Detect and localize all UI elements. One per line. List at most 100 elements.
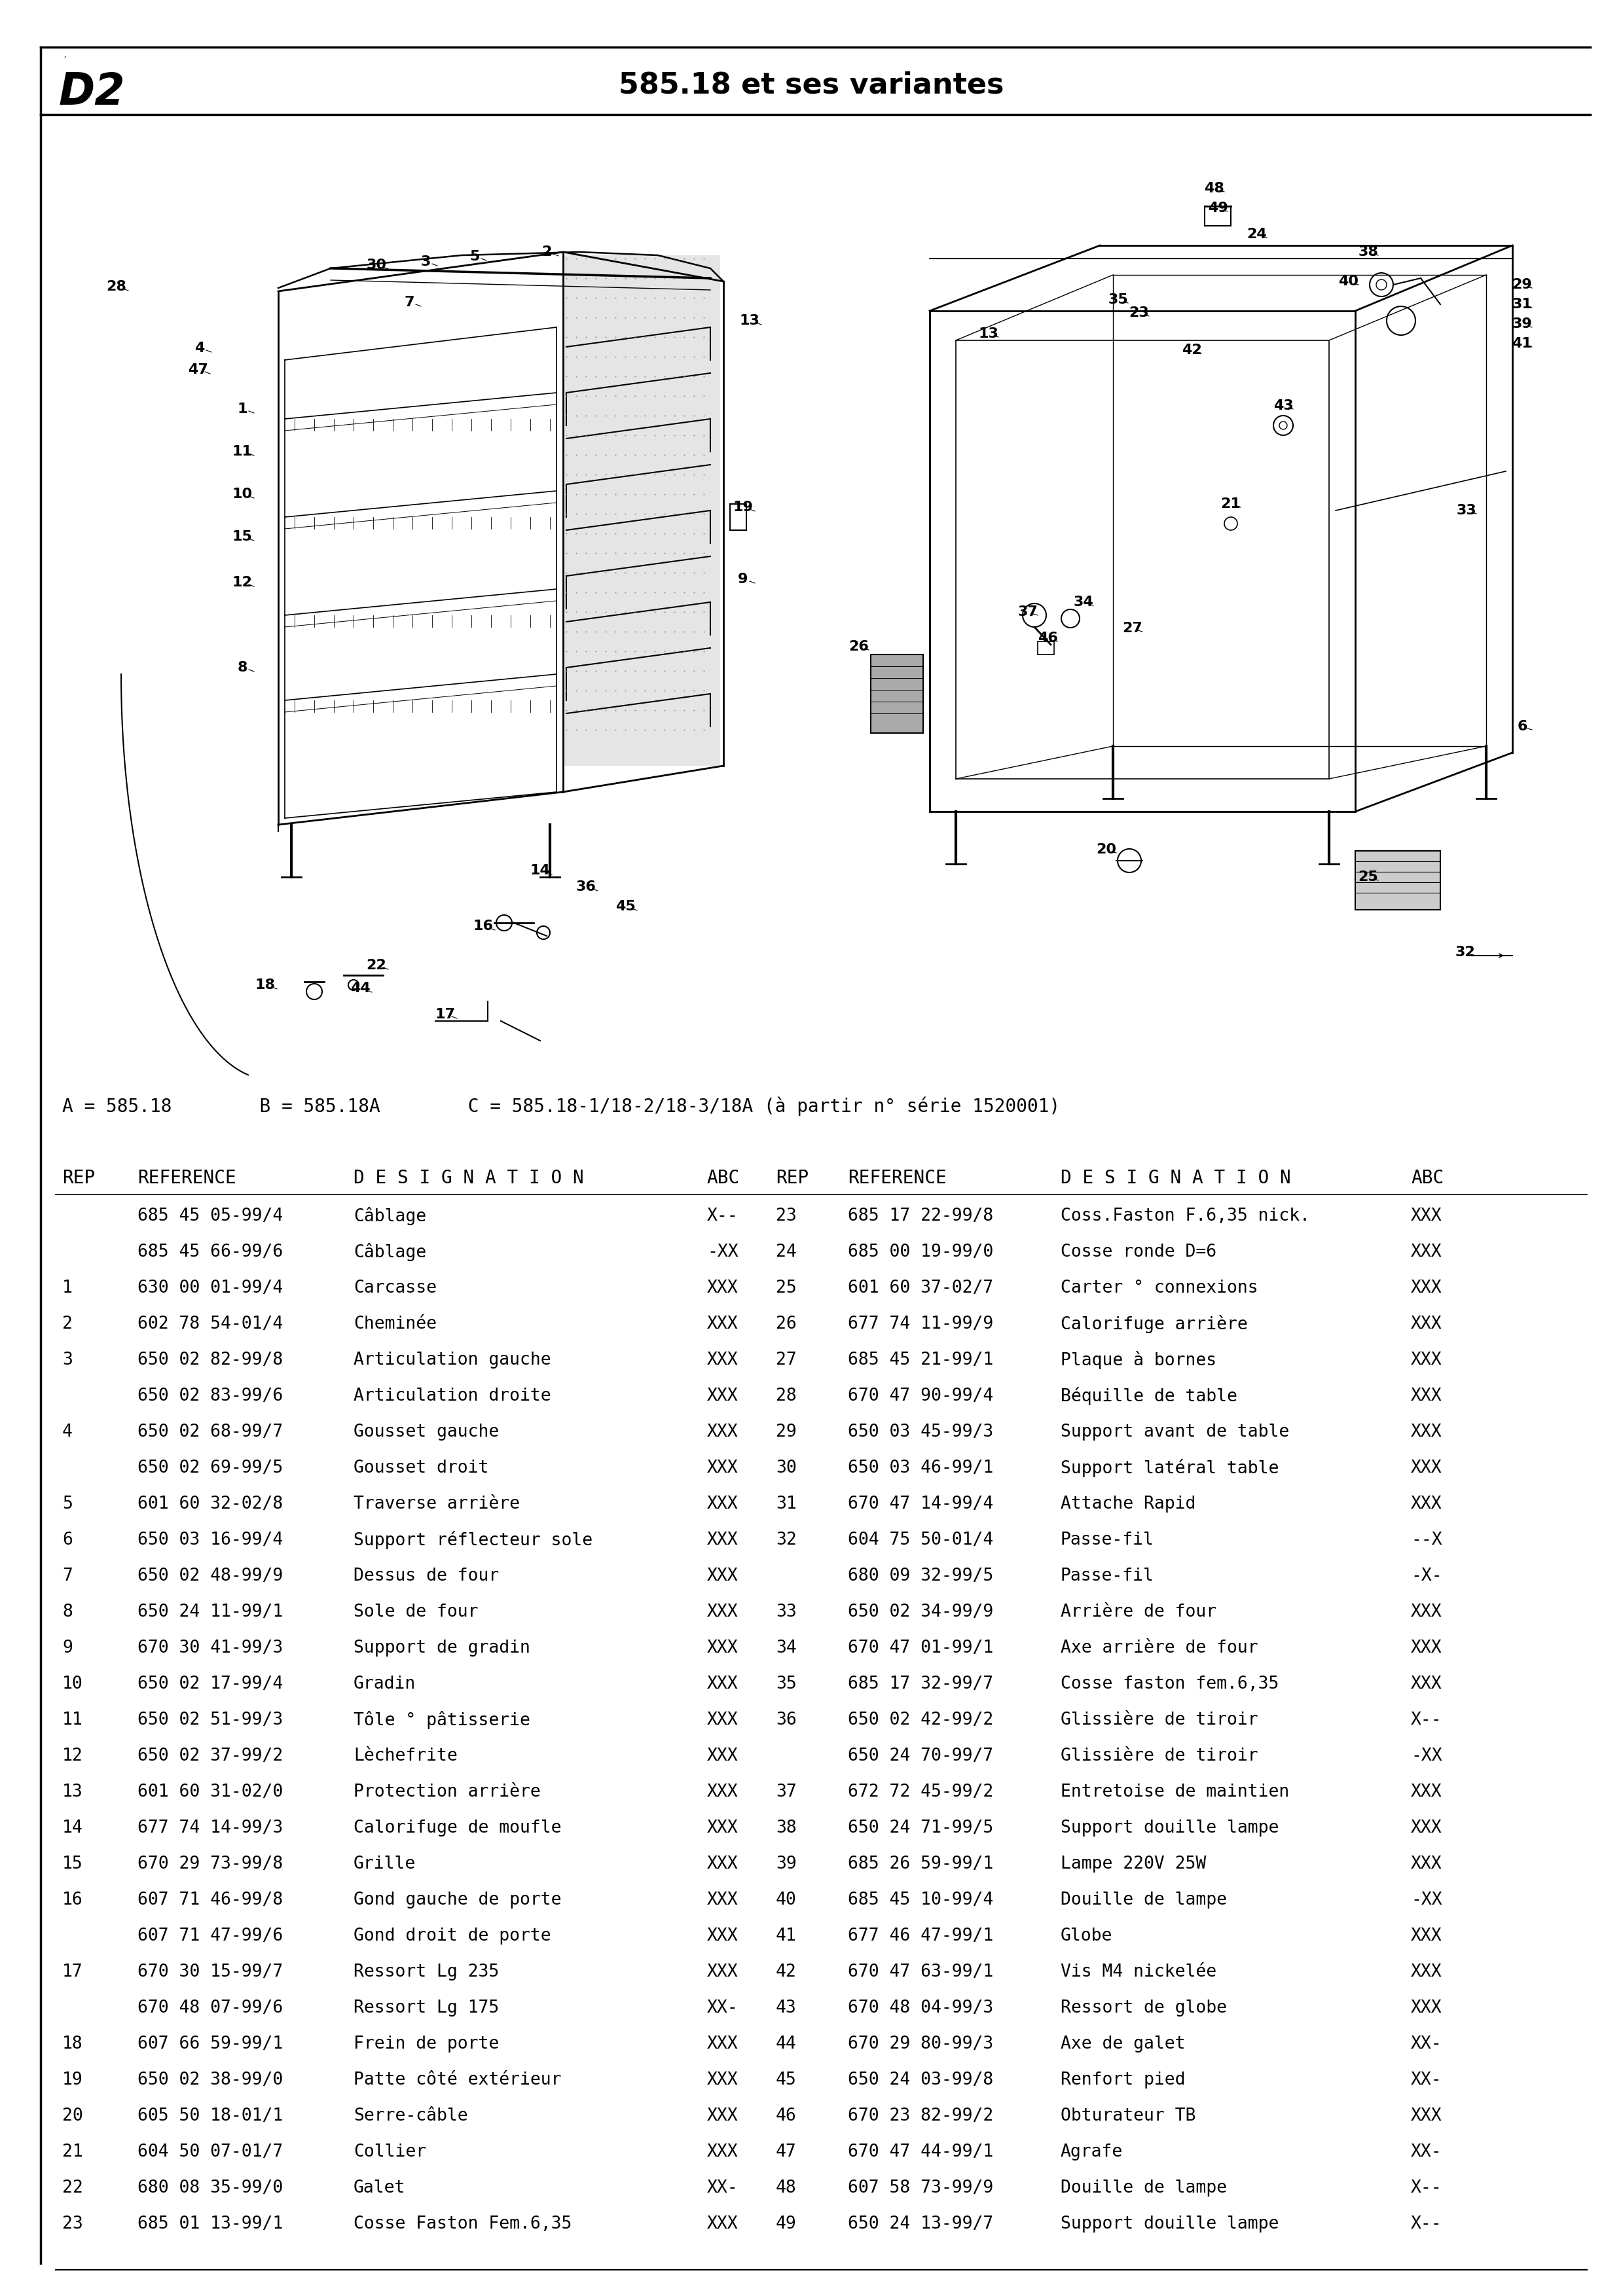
Text: XXX: XXX xyxy=(1410,1818,1443,1837)
Text: XXX: XXX xyxy=(708,2108,738,2124)
Text: --X: --X xyxy=(1410,1531,1443,1548)
Text: 5: 5 xyxy=(62,1495,73,1513)
Text: XXX: XXX xyxy=(708,1963,738,1981)
Text: 27: 27 xyxy=(1123,622,1143,636)
Text: 25: 25 xyxy=(1358,870,1378,884)
Text: XXX: XXX xyxy=(1410,1676,1443,1692)
Text: 650 24 71-99/5: 650 24 71-99/5 xyxy=(847,1818,993,1837)
Text: 7: 7 xyxy=(62,1568,73,1584)
Text: XX-: XX- xyxy=(1410,2144,1443,2161)
Text: Lampe 220V 25W: Lampe 220V 25W xyxy=(1060,1855,1206,1874)
Text: A = 585.18        B = 585.18A        C = 585.18-1/18-2/18-3/18A (à partir n° sér: A = 585.18 B = 585.18A C = 585.18-1/18-2… xyxy=(62,1097,1060,1116)
Text: 607 71 47-99/6: 607 71 47-99/6 xyxy=(138,1929,282,1945)
Text: Gousset gauche: Gousset gauche xyxy=(354,1424,498,1440)
Text: Patte côté extérieur: Patte côté extérieur xyxy=(354,2071,562,2089)
Text: XXX: XXX xyxy=(708,1892,738,1908)
Text: -X-: -X- xyxy=(1410,1568,1443,1584)
Text: XXX: XXX xyxy=(708,1316,738,1332)
Text: 650 02 69-99/5: 650 02 69-99/5 xyxy=(138,1460,282,1476)
Text: XXX: XXX xyxy=(1410,1855,1443,1874)
Text: Câblage: Câblage xyxy=(354,1208,427,1226)
Text: Gousset droit: Gousset droit xyxy=(354,1460,489,1476)
Text: 607 66 59-99/1: 607 66 59-99/1 xyxy=(138,2037,282,2053)
Text: Béquille de table: Béquille de table xyxy=(1060,1387,1237,1405)
Text: XXX: XXX xyxy=(1410,1244,1443,1261)
Text: 10: 10 xyxy=(62,1676,83,1692)
Text: 40: 40 xyxy=(776,1892,797,1908)
Text: 18: 18 xyxy=(62,2037,83,2053)
Text: 35: 35 xyxy=(776,1676,797,1692)
Text: 16: 16 xyxy=(62,1892,83,1908)
Text: 45: 45 xyxy=(776,2071,797,2089)
Text: 604 50 07-01/7: 604 50 07-01/7 xyxy=(138,2144,282,2161)
Text: XXX: XXX xyxy=(1410,1603,1443,1621)
Text: 680 09 32-99/5: 680 09 32-99/5 xyxy=(847,1568,993,1584)
Text: 650 02 48-99/9: 650 02 48-99/9 xyxy=(138,1568,282,1584)
Text: 41: 41 xyxy=(1513,338,1532,351)
Text: 18: 18 xyxy=(255,978,276,992)
Text: 26: 26 xyxy=(776,1316,797,1332)
Text: 650 02 38-99/0: 650 02 38-99/0 xyxy=(138,2071,282,2089)
Text: 42: 42 xyxy=(776,1963,797,1981)
Text: Renfort pied: Renfort pied xyxy=(1060,2071,1185,2089)
Text: XXX: XXX xyxy=(1410,1784,1443,1800)
Text: 16: 16 xyxy=(472,921,493,932)
Text: 13: 13 xyxy=(62,1784,83,1800)
Text: 607 71 46-99/8: 607 71 46-99/8 xyxy=(138,1892,282,1908)
Text: 46: 46 xyxy=(1037,631,1058,645)
Text: 13: 13 xyxy=(740,315,760,328)
Text: 21: 21 xyxy=(62,2144,83,2161)
Text: 36: 36 xyxy=(776,1711,797,1729)
Text: Axe arrière de four: Axe arrière de four xyxy=(1060,1639,1258,1655)
Text: D E S I G N A T I O N: D E S I G N A T I O N xyxy=(354,1169,584,1187)
Text: 650 24 70-99/7: 650 24 70-99/7 xyxy=(847,1747,993,1766)
Text: 670 48 04-99/3: 670 48 04-99/3 xyxy=(847,2000,993,2016)
Text: 650 02 37-99/2: 650 02 37-99/2 xyxy=(138,1747,282,1766)
Text: Serre-câble: Serre-câble xyxy=(354,2108,467,2124)
Text: Douille de lampe: Douille de lampe xyxy=(1060,1892,1227,1908)
Text: 11: 11 xyxy=(232,445,253,459)
Text: XXX: XXX xyxy=(708,2071,738,2089)
Text: Frein de porte: Frein de porte xyxy=(354,2037,498,2053)
Text: Cheminée: Cheminée xyxy=(354,1316,437,1332)
Text: 38: 38 xyxy=(1358,246,1378,259)
Text: Attache Rapid: Attache Rapid xyxy=(1060,1495,1196,1513)
Text: 42: 42 xyxy=(1182,344,1201,356)
Text: 585.18 et ses variantes: 585.18 et ses variantes xyxy=(618,71,1003,99)
Text: XXX: XXX xyxy=(1410,1208,1443,1224)
Text: 601 60 32-02/8: 601 60 32-02/8 xyxy=(138,1495,282,1513)
Text: 630 00 01-99/4: 630 00 01-99/4 xyxy=(138,1279,282,1297)
Text: 35: 35 xyxy=(1109,294,1128,305)
Text: 9: 9 xyxy=(738,572,748,585)
Text: XXX: XXX xyxy=(1410,1963,1443,1981)
Text: 46: 46 xyxy=(776,2108,797,2124)
Text: 650 02 34-99/9: 650 02 34-99/9 xyxy=(847,1603,993,1621)
Text: XXX: XXX xyxy=(708,1639,738,1655)
Text: Cosse Faston Fem.6,35: Cosse Faston Fem.6,35 xyxy=(354,2216,571,2232)
Text: 685 45 10-99/4: 685 45 10-99/4 xyxy=(847,1892,993,1908)
Text: 650 03 46-99/1: 650 03 46-99/1 xyxy=(847,1460,993,1476)
Text: Lèchefrite: Lèchefrite xyxy=(354,1747,458,1766)
Bar xyxy=(730,503,747,530)
Text: XXX: XXX xyxy=(708,1387,738,1405)
Text: 650 24 03-99/8: 650 24 03-99/8 xyxy=(847,2071,993,2089)
Text: Support latéral table: Support latéral table xyxy=(1060,1458,1279,1476)
Text: XXX: XXX xyxy=(1410,1639,1443,1655)
Text: XXX: XXX xyxy=(1410,1279,1443,1297)
Text: 685 17 32-99/7: 685 17 32-99/7 xyxy=(847,1676,993,1692)
Text: 19: 19 xyxy=(62,2071,83,2089)
Text: 685 26 59-99/1: 685 26 59-99/1 xyxy=(847,1855,993,1874)
Text: REFERENCE: REFERENCE xyxy=(138,1169,237,1187)
Text: 29: 29 xyxy=(1513,278,1532,292)
Text: 670 29 73-99/8: 670 29 73-99/8 xyxy=(138,1855,282,1874)
Text: 650 24 11-99/1: 650 24 11-99/1 xyxy=(138,1603,282,1621)
Text: ABC: ABC xyxy=(708,1169,740,1187)
Text: Ressort de globe: Ressort de globe xyxy=(1060,2000,1227,2016)
Text: XXX: XXX xyxy=(708,1818,738,1837)
Text: 677 46 47-99/1: 677 46 47-99/1 xyxy=(847,1929,993,1945)
Text: 32: 32 xyxy=(1456,946,1475,960)
Text: Gond droit de porte: Gond droit de porte xyxy=(354,1929,552,1945)
Text: -XX: -XX xyxy=(1410,1747,1443,1766)
Text: 650 03 45-99/3: 650 03 45-99/3 xyxy=(847,1424,993,1440)
Text: Carter ° connexions: Carter ° connexions xyxy=(1060,1279,1258,1297)
